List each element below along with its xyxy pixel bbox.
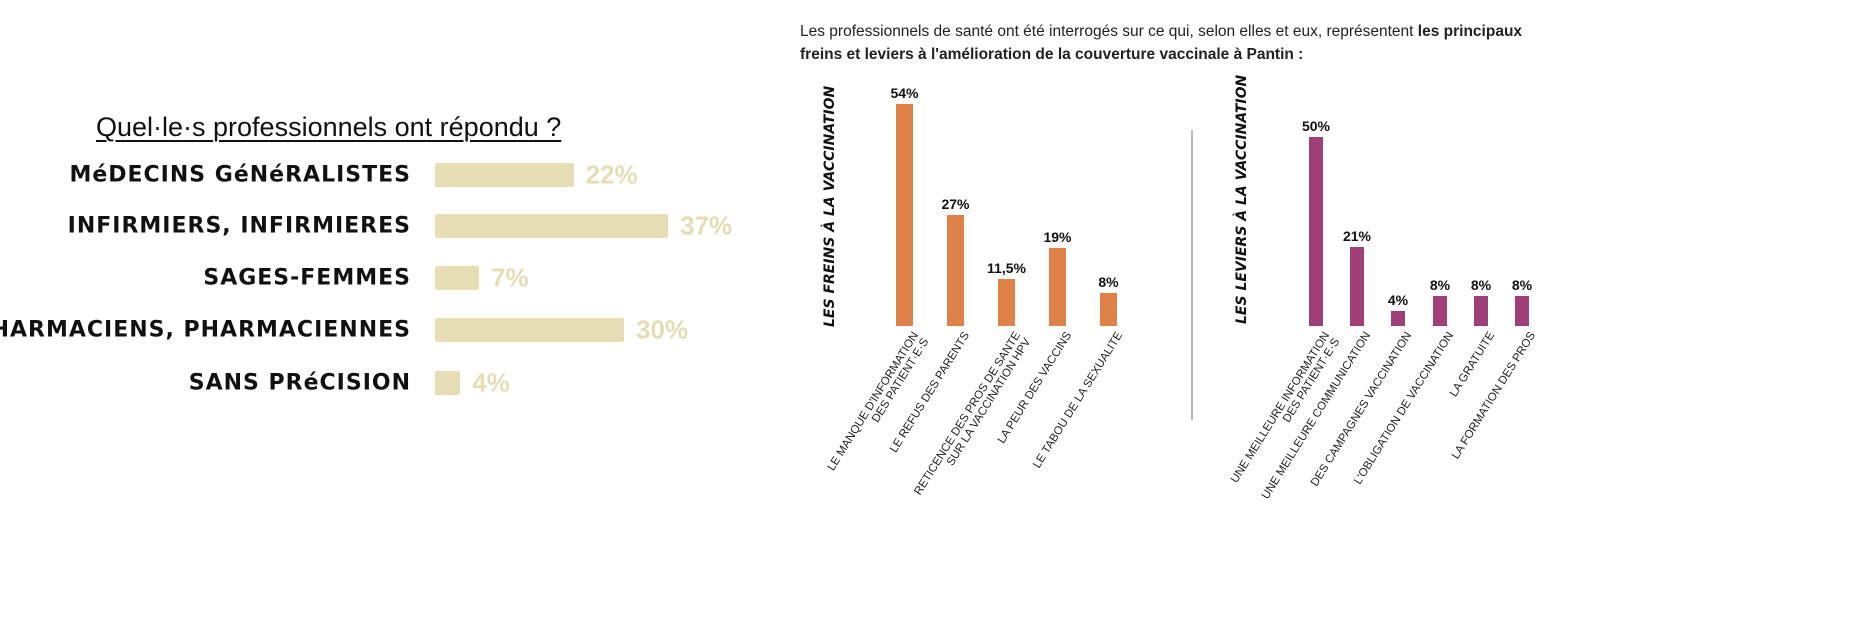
bar-value-label: 27% [941, 196, 970, 213]
bar [947, 215, 964, 326]
respondent-value: 30% [636, 314, 689, 345]
bar-value-label: 8% [1470, 276, 1492, 293]
bar [1350, 246, 1364, 326]
bar-value-label: 8% [1511, 276, 1533, 293]
bar [1391, 310, 1405, 326]
respondent-label: SAGES-FEMMES [203, 265, 411, 291]
bar-value-label: 50% [1301, 118, 1331, 134]
bar [1515, 295, 1529, 326]
respondent-bar [435, 266, 480, 290]
respondent-value: 22% [585, 159, 638, 190]
bar-value-label: 11,5% [987, 259, 1026, 276]
bar-value-label: 4% [1387, 291, 1409, 308]
respondent-label: MéDECINS GéNéRALISTES [69, 162, 411, 188]
chart-divider [1191, 130, 1193, 420]
respondent-value: 37% [680, 210, 733, 241]
intro-text: Les professionnels de santé ont été inte… [800, 20, 1540, 66]
intro-plain: Les professionnels de santé ont été inte… [800, 23, 1418, 40]
bar [1309, 137, 1323, 326]
category-label: LE TABOU DE LA SEXUALITE [1030, 330, 1125, 471]
bar [1049, 247, 1066, 326]
respondent-bar [435, 214, 669, 238]
category-label: LA FORMATION DES PROS [1449, 330, 1539, 462]
freins-axis-title: LES FREINS À LA VACCINATION [822, 85, 838, 327]
respondent-value: 7% [491, 262, 529, 293]
bar-value-label: 54% [890, 85, 919, 102]
respondent-value: 4% [472, 367, 510, 398]
bar-value-label: 21% [1342, 227, 1372, 244]
bar [1100, 293, 1117, 326]
respondents-title: Quel·le·s professionnels ont répondu ? [96, 112, 562, 142]
bar [1433, 295, 1447, 326]
respondent-bar [435, 371, 461, 395]
bar [1474, 295, 1488, 326]
bar [998, 278, 1015, 326]
bar-value-label: 19% [1043, 228, 1072, 245]
respondent-bar [435, 318, 624, 342]
respondent-label: PHARMACIENS, PHARMACIENNES [0, 317, 411, 343]
leviers-axis-title: LES LEVIERS À LA VACCINATION [1234, 74, 1250, 324]
bar-value-label: 8% [1098, 274, 1119, 291]
respondent-label: SANS PRéCISION [188, 370, 411, 396]
respondent-label: INFIRMIERS, INFIRMIERES [67, 213, 411, 239]
intro-bold: les principaux freins et leviers à l'amé… [800, 23, 1523, 63]
bar-value-label: 8% [1429, 276, 1451, 293]
respondent-bar [435, 163, 574, 187]
bar [896, 104, 913, 326]
